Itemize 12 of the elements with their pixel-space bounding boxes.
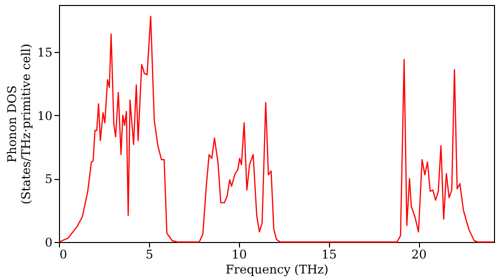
x-tick-label: 0 [60,248,68,262]
y-tick-label: 15 [37,45,52,60]
y-tick-label: 5 [44,172,52,186]
x-tick-label: 20 [411,248,427,262]
x-axis-title: Frequency (THz) [226,262,328,276]
x-tick-label: 5 [146,248,154,262]
y-tick-label: 10 [37,108,52,123]
y-tick-label: 0 [44,236,52,250]
x-tick-label: 15 [321,248,337,262]
x-tick-label: 10 [232,248,247,262]
line-series [58,16,495,243]
y-axis-title: Phonon DOS (States/THz·primitive cell) [5,44,34,204]
